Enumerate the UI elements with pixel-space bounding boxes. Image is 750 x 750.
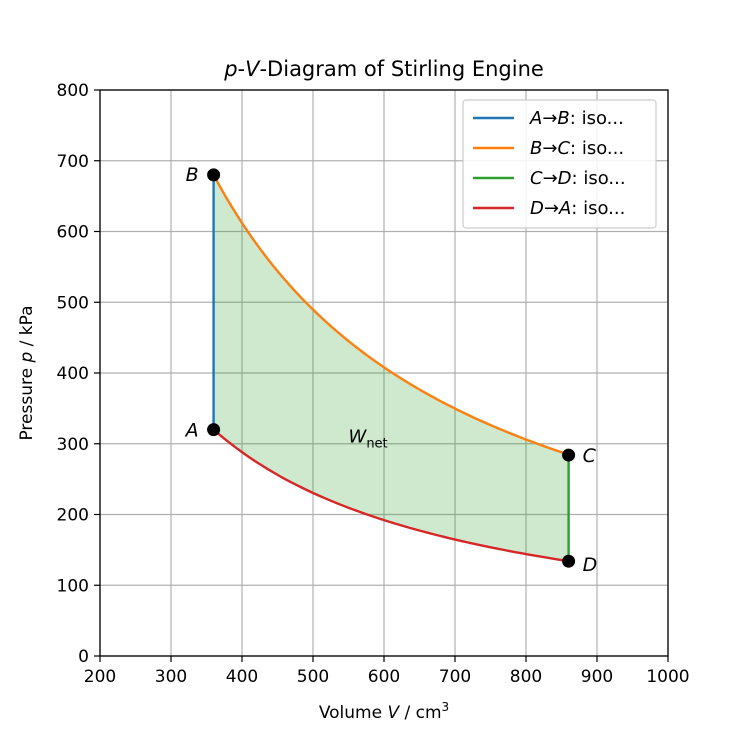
state-label-b: B xyxy=(186,164,199,186)
y-tick-label: 200 xyxy=(57,506,89,526)
legend-item-d-a: D→A: iso... xyxy=(473,198,625,219)
x-tick-label: 300 xyxy=(155,667,187,687)
axis-ticks: 200 300 400 500 600 700 800 900 1000 0 100 200 300 40… xyxy=(57,81,690,687)
process-line-d-a xyxy=(212,428,569,563)
y-tick-label: 800 xyxy=(57,81,89,101)
state-label-a: A xyxy=(184,420,199,442)
x-tick-label: 500 xyxy=(297,667,329,687)
process-line-b-c xyxy=(212,174,569,456)
state-point-labels: A B C D xyxy=(184,164,598,576)
state-point-c xyxy=(562,448,576,462)
y-tick-label: 400 xyxy=(57,364,89,384)
legend: A→B: iso... B→C: iso... C→D: iso... D→A: is… xyxy=(462,99,657,229)
state-point-a xyxy=(207,423,221,437)
state-point-d xyxy=(562,554,576,568)
y-tick-label: 0 xyxy=(78,647,89,667)
legend-label: B→C: iso... xyxy=(530,138,624,159)
state-label-d: D xyxy=(583,554,598,576)
y-tick-label: 500 xyxy=(57,293,89,313)
y-tick-label: 100 xyxy=(57,576,89,596)
legend-label: C→D: iso... xyxy=(530,168,626,189)
y-tick-label: 600 xyxy=(57,223,89,243)
legend-item-a-b: A→B: iso... xyxy=(473,108,624,129)
y-tick-label: 300 xyxy=(57,435,89,455)
legend-label: A→B: iso... xyxy=(529,108,624,129)
x-tick-label: 800 xyxy=(510,667,542,687)
x-tick-label: 400 xyxy=(226,667,258,687)
net-work-annotation: Wnet xyxy=(349,427,388,452)
process-lines xyxy=(212,174,570,563)
chart-title: p-V-Diagram of Stirling Engine xyxy=(223,57,544,81)
legend-item-b-c: B→C: iso... xyxy=(473,138,624,159)
state-points xyxy=(207,168,576,568)
x-tick-label: 700 xyxy=(439,667,471,687)
state-label-c: C xyxy=(583,445,597,467)
x-tick-label: 1000 xyxy=(646,667,689,687)
x-tick-label: 600 xyxy=(368,667,400,687)
x-tick-label: 900 xyxy=(581,667,613,687)
legend-box xyxy=(462,99,657,229)
x-tick-label: 200 xyxy=(84,667,116,687)
net-work-area xyxy=(213,174,569,562)
x-axis-title: Volume V / cm3 xyxy=(319,700,449,723)
state-point-b xyxy=(207,168,221,182)
legend-item-c-d: C→D: iso... xyxy=(473,168,626,189)
y-axis-title: Pressure p / kPa xyxy=(17,305,37,440)
y-tick-label: 700 xyxy=(57,152,89,172)
legend-label: D→A: iso... xyxy=(530,198,625,219)
